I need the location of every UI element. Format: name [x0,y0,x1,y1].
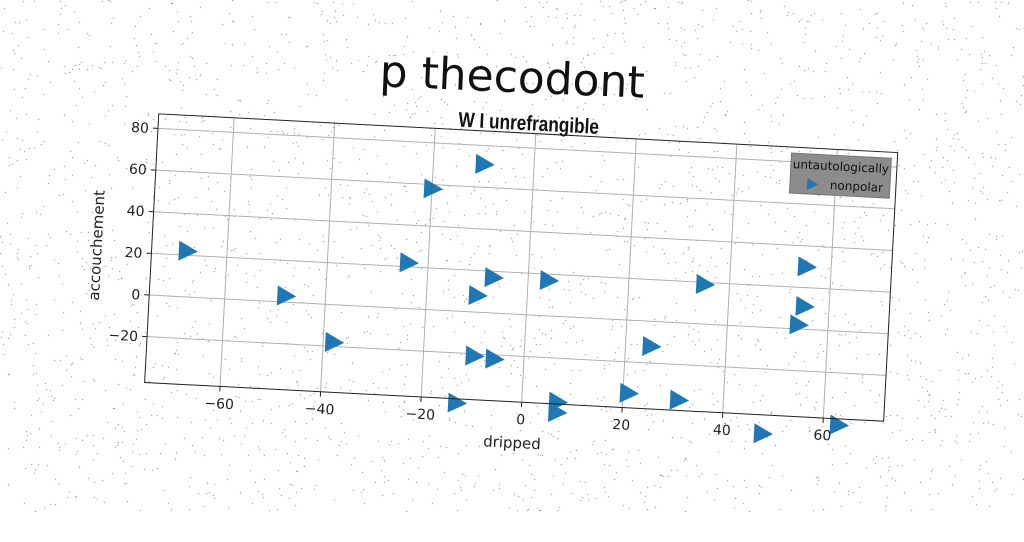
data-point-marker [475,154,495,175]
grid-layer [145,114,898,421]
x-tick-label: −60 [204,396,234,414]
y-gridline [154,212,893,251]
data-point-marker [798,256,818,277]
x-tick-label: −40 [304,401,334,419]
x-gridline [321,123,335,392]
y-axis-label: accouchement [85,189,109,300]
data-point-marker [325,332,345,353]
y-gridline [156,170,895,209]
data-point-marker [540,270,560,291]
data-point-marker [696,274,716,295]
y-tick-label: 80 [131,120,150,137]
y-tick-label: 20 [124,245,143,262]
data-point-marker [178,241,198,262]
data-point-marker [620,383,640,404]
y-tick-label: 60 [129,162,148,179]
x-gridline [622,139,636,408]
data-point-marker [642,336,662,357]
data-point-marker [484,267,504,288]
data-point-marker [400,252,420,273]
plot-frame [145,114,898,421]
x-gridline [522,134,536,403]
x-tick-label: 0 [516,412,526,428]
data-point-marker [465,345,485,366]
x-tick-label: −20 [405,406,435,424]
data-point-marker [753,423,773,444]
data-point-marker [277,285,297,306]
ticks-layer: −60 −40 −20 0 20 40 60 −20 0 20 40 60 80 [105,119,846,444]
x-axis-label: dripped [483,432,542,453]
x-tick-label: 60 [813,428,832,445]
data-point-marker [468,285,488,306]
y-tick-label: −20 [108,328,138,346]
x-gridline [421,128,435,397]
data-point-marker [670,390,690,411]
data-point-marker [485,349,505,370]
data-point-marker [424,178,444,199]
legend-label: nonpolar [830,178,884,195]
y-gridline [151,253,890,292]
legend: untautologically nonpolar [789,153,891,198]
x-tick-label: 20 [612,417,631,434]
y-gridline [147,337,886,376]
data-point-marker [795,296,815,317]
y-tick-label: 0 [131,287,141,303]
data-point-marker [830,415,850,436]
data-point-marker [789,314,809,335]
x-gridline [220,118,234,387]
y-gridline [149,295,888,334]
x-tick-label: 40 [713,422,732,439]
x-gridline [723,144,737,413]
y-tick-label: 40 [126,203,145,220]
data-point-marker [448,393,468,414]
